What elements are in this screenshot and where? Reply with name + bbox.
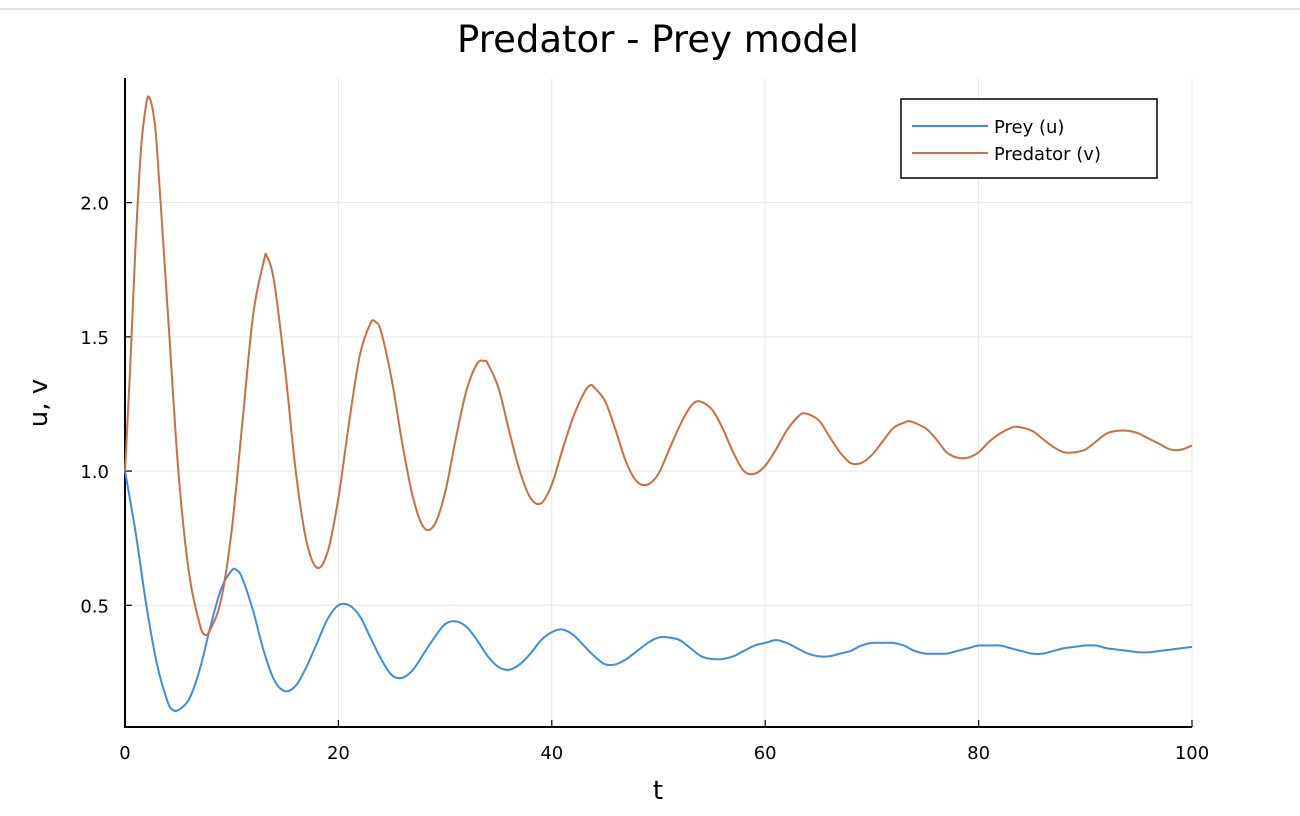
x-tick-label: 60: [754, 743, 777, 764]
y-tick-label: 1.5: [80, 328, 109, 349]
legend-box: [900, 98, 1158, 179]
series-line-prey: [124, 470, 1193, 713]
series-layer: [124, 95, 1193, 713]
grid-layer: [125, 78, 1193, 727]
chart-title: Predator - Prey model: [457, 18, 859, 61]
y-tick-label: 1.0: [80, 462, 109, 483]
y-axis-title: u, v: [24, 379, 54, 427]
x-tick-label: 100: [1175, 743, 1209, 764]
x-tick-label: 0: [119, 743, 130, 764]
window-top-edge: [0, 0, 1300, 10]
x-tick-label: 80: [967, 743, 990, 764]
legend: Prey (u) Predator (v): [900, 98, 1158, 179]
x-axis-title: t: [653, 776, 663, 806]
x-tick-label: 20: [327, 743, 350, 764]
legend-label-prey: Prey (u): [994, 117, 1064, 138]
series-line-predator: [124, 95, 1193, 637]
y-tick-label: 2.0: [80, 194, 109, 215]
y-tick-label: 0.5: [80, 596, 109, 617]
legend-label-predator: Predator (v): [994, 144, 1101, 165]
x-tick-label: 40: [540, 743, 563, 764]
tick-layer: 0 20 40 60 80 100 0.5 1.0 1.5 2.0: [80, 194, 1209, 764]
